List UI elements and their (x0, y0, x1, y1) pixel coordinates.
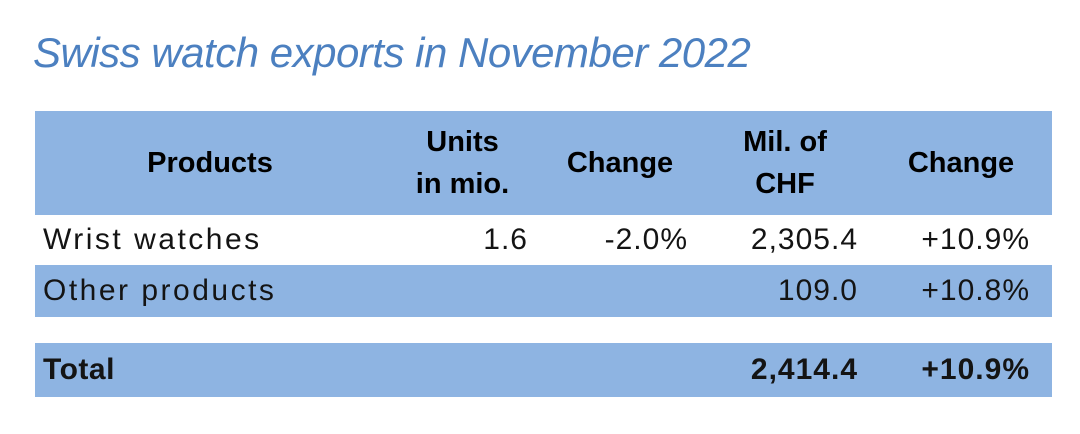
table-row-wrist-watches: Wrist watches 1.6 -2.0% 2,305.4 +10.9% (35, 215, 1052, 265)
cell-units-change: -2.0% (604, 223, 688, 256)
header-change-units: Change (540, 111, 700, 215)
cell-chf-mil: 2,305.4 (750, 223, 858, 256)
exports-table: Products Units in mio. Change Mil. of CH… (35, 111, 1052, 397)
header-chf-line2: CHF (755, 168, 815, 200)
header-products: Products (35, 111, 385, 215)
header-change-chf-line1: Change (907, 146, 1015, 179)
header-chf: Mil. of CHF (700, 111, 870, 215)
header-change-chf: Change (870, 111, 1052, 215)
cell-product: Total (43, 353, 115, 386)
header-units: Units in mio. (385, 111, 540, 215)
page-title: Swiss watch exports in November 2022 (33, 29, 751, 76)
cell-units: 1.6 (483, 223, 528, 256)
cell-chf-change: +10.9% (921, 223, 1030, 256)
header-products-line1: Products (147, 146, 273, 179)
header-chf-line1: Mil. of (743, 125, 827, 158)
row-gap (35, 317, 1052, 343)
cell-chf-mil: 109.0 (777, 274, 858, 307)
header-units-line2: in mio. (415, 168, 510, 200)
header-units-line1: Units (426, 125, 499, 158)
cell-chf-change: +10.8% (921, 274, 1030, 307)
cell-chf-mil: 2,414.4 (750, 353, 858, 386)
cell-product: Wrist watches (43, 223, 262, 256)
cell-chf-change: +10.9% (921, 353, 1030, 386)
header-change-units-line1: Change (566, 146, 674, 179)
cell-product: Other products (43, 274, 277, 307)
table-header-row: Products Units in mio. Change Mil. of CH… (35, 111, 1052, 215)
table-row-other-products: Other products 109.0 +10.8% (35, 265, 1052, 317)
table-row-total: Total 2,414.4 +10.9% (35, 343, 1052, 397)
